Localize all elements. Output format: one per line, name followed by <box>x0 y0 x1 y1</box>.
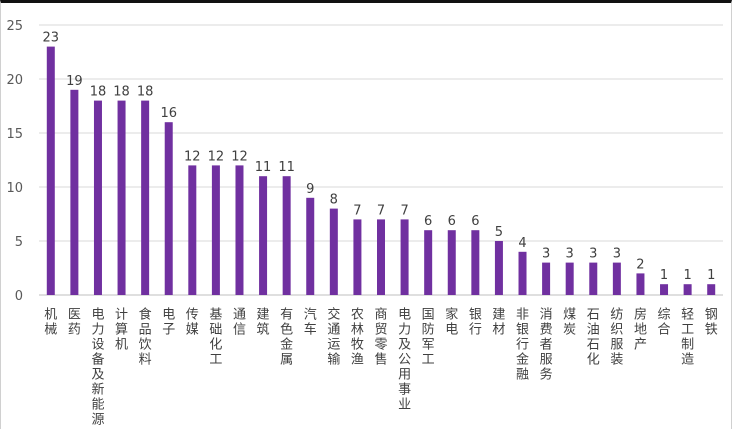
bar <box>494 241 503 295</box>
data-label: 8 <box>330 193 338 208</box>
y-tick-label: 0 <box>15 289 23 304</box>
data-label: 6 <box>424 214 432 229</box>
x-tick-label: 国防军工 <box>422 308 435 368</box>
x-tick-label: 食品饮料 <box>139 307 152 368</box>
bar <box>93 100 102 295</box>
bar <box>306 197 315 295</box>
bar <box>589 262 598 295</box>
data-label: 3 <box>613 247 621 262</box>
bar <box>117 100 126 295</box>
data-label: 4 <box>518 236 526 251</box>
bar <box>282 176 291 295</box>
x-tick-label: 建材 <box>492 308 505 338</box>
x-tick-label: 纺织服装 <box>610 308 623 368</box>
x-tick-label: 汽车 <box>304 308 317 338</box>
bar <box>518 251 527 295</box>
y-tick-label: 20 <box>6 73 23 88</box>
data-label: 11 <box>255 160 272 175</box>
x-tick-label: 农林牧渔 <box>351 308 364 368</box>
x-tick-label: 消费者服务 <box>540 308 553 383</box>
x-tick-label: 医药 <box>68 308 81 338</box>
bar <box>447 230 456 295</box>
data-label: 1 <box>707 268 715 283</box>
data-label: 18 <box>137 85 154 100</box>
data-label: 1 <box>660 268 668 283</box>
x-tick-label: 传媒 <box>186 308 199 338</box>
bar <box>377 219 385 295</box>
data-label: 2 <box>636 257 644 272</box>
data-label: 23 <box>43 31 60 46</box>
bar <box>636 273 645 295</box>
bar <box>164 122 173 295</box>
data-label: 5 <box>495 225 503 240</box>
data-label: 3 <box>566 247 574 262</box>
x-tick-label: 机械 <box>44 308 57 338</box>
bar <box>565 262 574 295</box>
data-label: 9 <box>306 182 314 197</box>
x-tick-label: 商贸零售 <box>374 308 387 368</box>
bar <box>259 176 268 295</box>
bar <box>660 284 669 295</box>
bar <box>400 219 409 295</box>
bar <box>542 262 551 295</box>
x-tick-label: 银行 <box>469 308 482 338</box>
data-label: 7 <box>353 203 361 218</box>
data-label: 18 <box>113 85 130 100</box>
data-label: 11 <box>278 160 295 175</box>
x-tick-label: 电子 <box>162 308 175 338</box>
data-label: 19 <box>66 74 83 89</box>
y-tick-label: 25 <box>6 19 23 34</box>
bar <box>70 89 79 295</box>
x-tick-label: 电力设备及新能源 <box>91 308 104 428</box>
x-tick-label: 家电 <box>445 307 458 338</box>
bar <box>329 208 338 295</box>
bar <box>46 46 55 295</box>
bar <box>353 219 362 295</box>
x-tick-label: 煤炭 <box>563 308 576 338</box>
x-tick-label: 石油石化 <box>587 308 600 368</box>
data-label: 12 <box>208 149 225 164</box>
data-label: 6 <box>448 214 456 229</box>
data-label: 16 <box>160 106 177 121</box>
y-tick-label: 10 <box>6 181 23 196</box>
x-tick-label: 房地产 <box>634 307 647 353</box>
data-label: 3 <box>542 247 550 262</box>
data-label: 1 <box>683 268 691 283</box>
bar <box>235 165 244 295</box>
x-tick-label: 钢铁 <box>705 308 718 338</box>
data-label: 6 <box>471 214 479 229</box>
data-label: 3 <box>589 247 597 262</box>
x-tick-label: 基础化工 <box>209 308 222 368</box>
x-tick-label: 轻工制造 <box>681 308 694 368</box>
bar <box>211 165 220 295</box>
bar <box>424 230 433 295</box>
bar <box>612 262 621 295</box>
bar <box>141 100 150 295</box>
x-tick-label: 交通运输 <box>327 307 340 368</box>
bar <box>683 284 692 295</box>
bar <box>188 165 197 295</box>
data-label: 18 <box>90 85 107 100</box>
x-tick-label: 通信 <box>233 308 246 338</box>
bar-chart: 051015202523机械19医药18电力设备及新能源18计算机18食品饮料1… <box>6 19 723 428</box>
x-tick-label: 计算机 <box>115 308 128 353</box>
bar <box>471 230 480 295</box>
x-tick-label: 有色金属 <box>280 308 293 368</box>
y-tick-label: 5 <box>15 235 23 250</box>
bar <box>707 284 716 295</box>
data-label: 7 <box>400 203 408 218</box>
data-label: 12 <box>184 149 201 164</box>
data-label: 7 <box>377 203 385 218</box>
x-tick-label: 建筑 <box>257 308 270 338</box>
x-tick-label: 非银行金融 <box>516 308 529 383</box>
x-tick-label: 电力及公用事业 <box>398 308 411 413</box>
x-tick-label: 综合 <box>658 308 671 338</box>
data-label: 12 <box>231 149 248 164</box>
y-tick-label: 15 <box>6 127 23 142</box>
